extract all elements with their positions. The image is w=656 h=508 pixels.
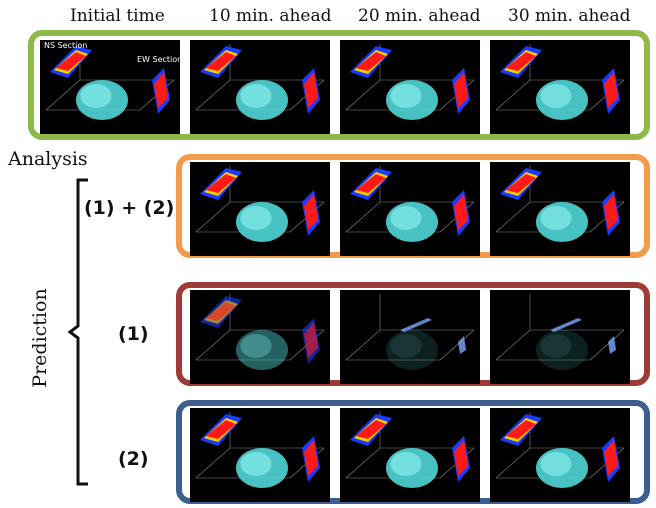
panel-pred-1-col1: [190, 290, 330, 384]
panel-pred-2-col1: [190, 408, 330, 502]
ns-section-annotation: NS Section: [44, 41, 88, 50]
column-header-30min: 30 min. ahead: [508, 6, 631, 26]
analysis-frame: [28, 30, 650, 140]
panel-pred-2-col3: [490, 408, 630, 502]
panel-pred-1-col3: [490, 290, 630, 384]
panel-analysis-col1: [190, 40, 330, 134]
row-label-1: (1): [118, 323, 149, 345]
column-header-10min: 10 min. ahead: [209, 6, 332, 26]
prediction-bracket: [67, 178, 88, 486]
prediction-label: Prediction: [29, 288, 51, 388]
analysis-label: Analysis: [8, 148, 88, 170]
row-label-2: (2): [118, 448, 149, 470]
panel-analysis-col3: [490, 40, 630, 134]
column-header-initial: Initial time: [70, 6, 165, 26]
row-label-1-plus-2: (1) + (2): [84, 197, 175, 219]
panel-analysis-col0: [40, 40, 180, 134]
panel-pred-2-col2: [340, 408, 480, 502]
panel-pred-1-plus-2-col3: [490, 162, 630, 256]
column-header-20min: 20 min. ahead: [358, 6, 481, 26]
panel-pred-1-col2: [340, 290, 480, 384]
ew-section-annotation: EW Section: [137, 55, 183, 64]
panel-pred-1-plus-2-col2: [340, 162, 480, 256]
panel-analysis-col2: [340, 40, 480, 134]
panel-pred-1-plus-2-col1: [190, 162, 330, 256]
